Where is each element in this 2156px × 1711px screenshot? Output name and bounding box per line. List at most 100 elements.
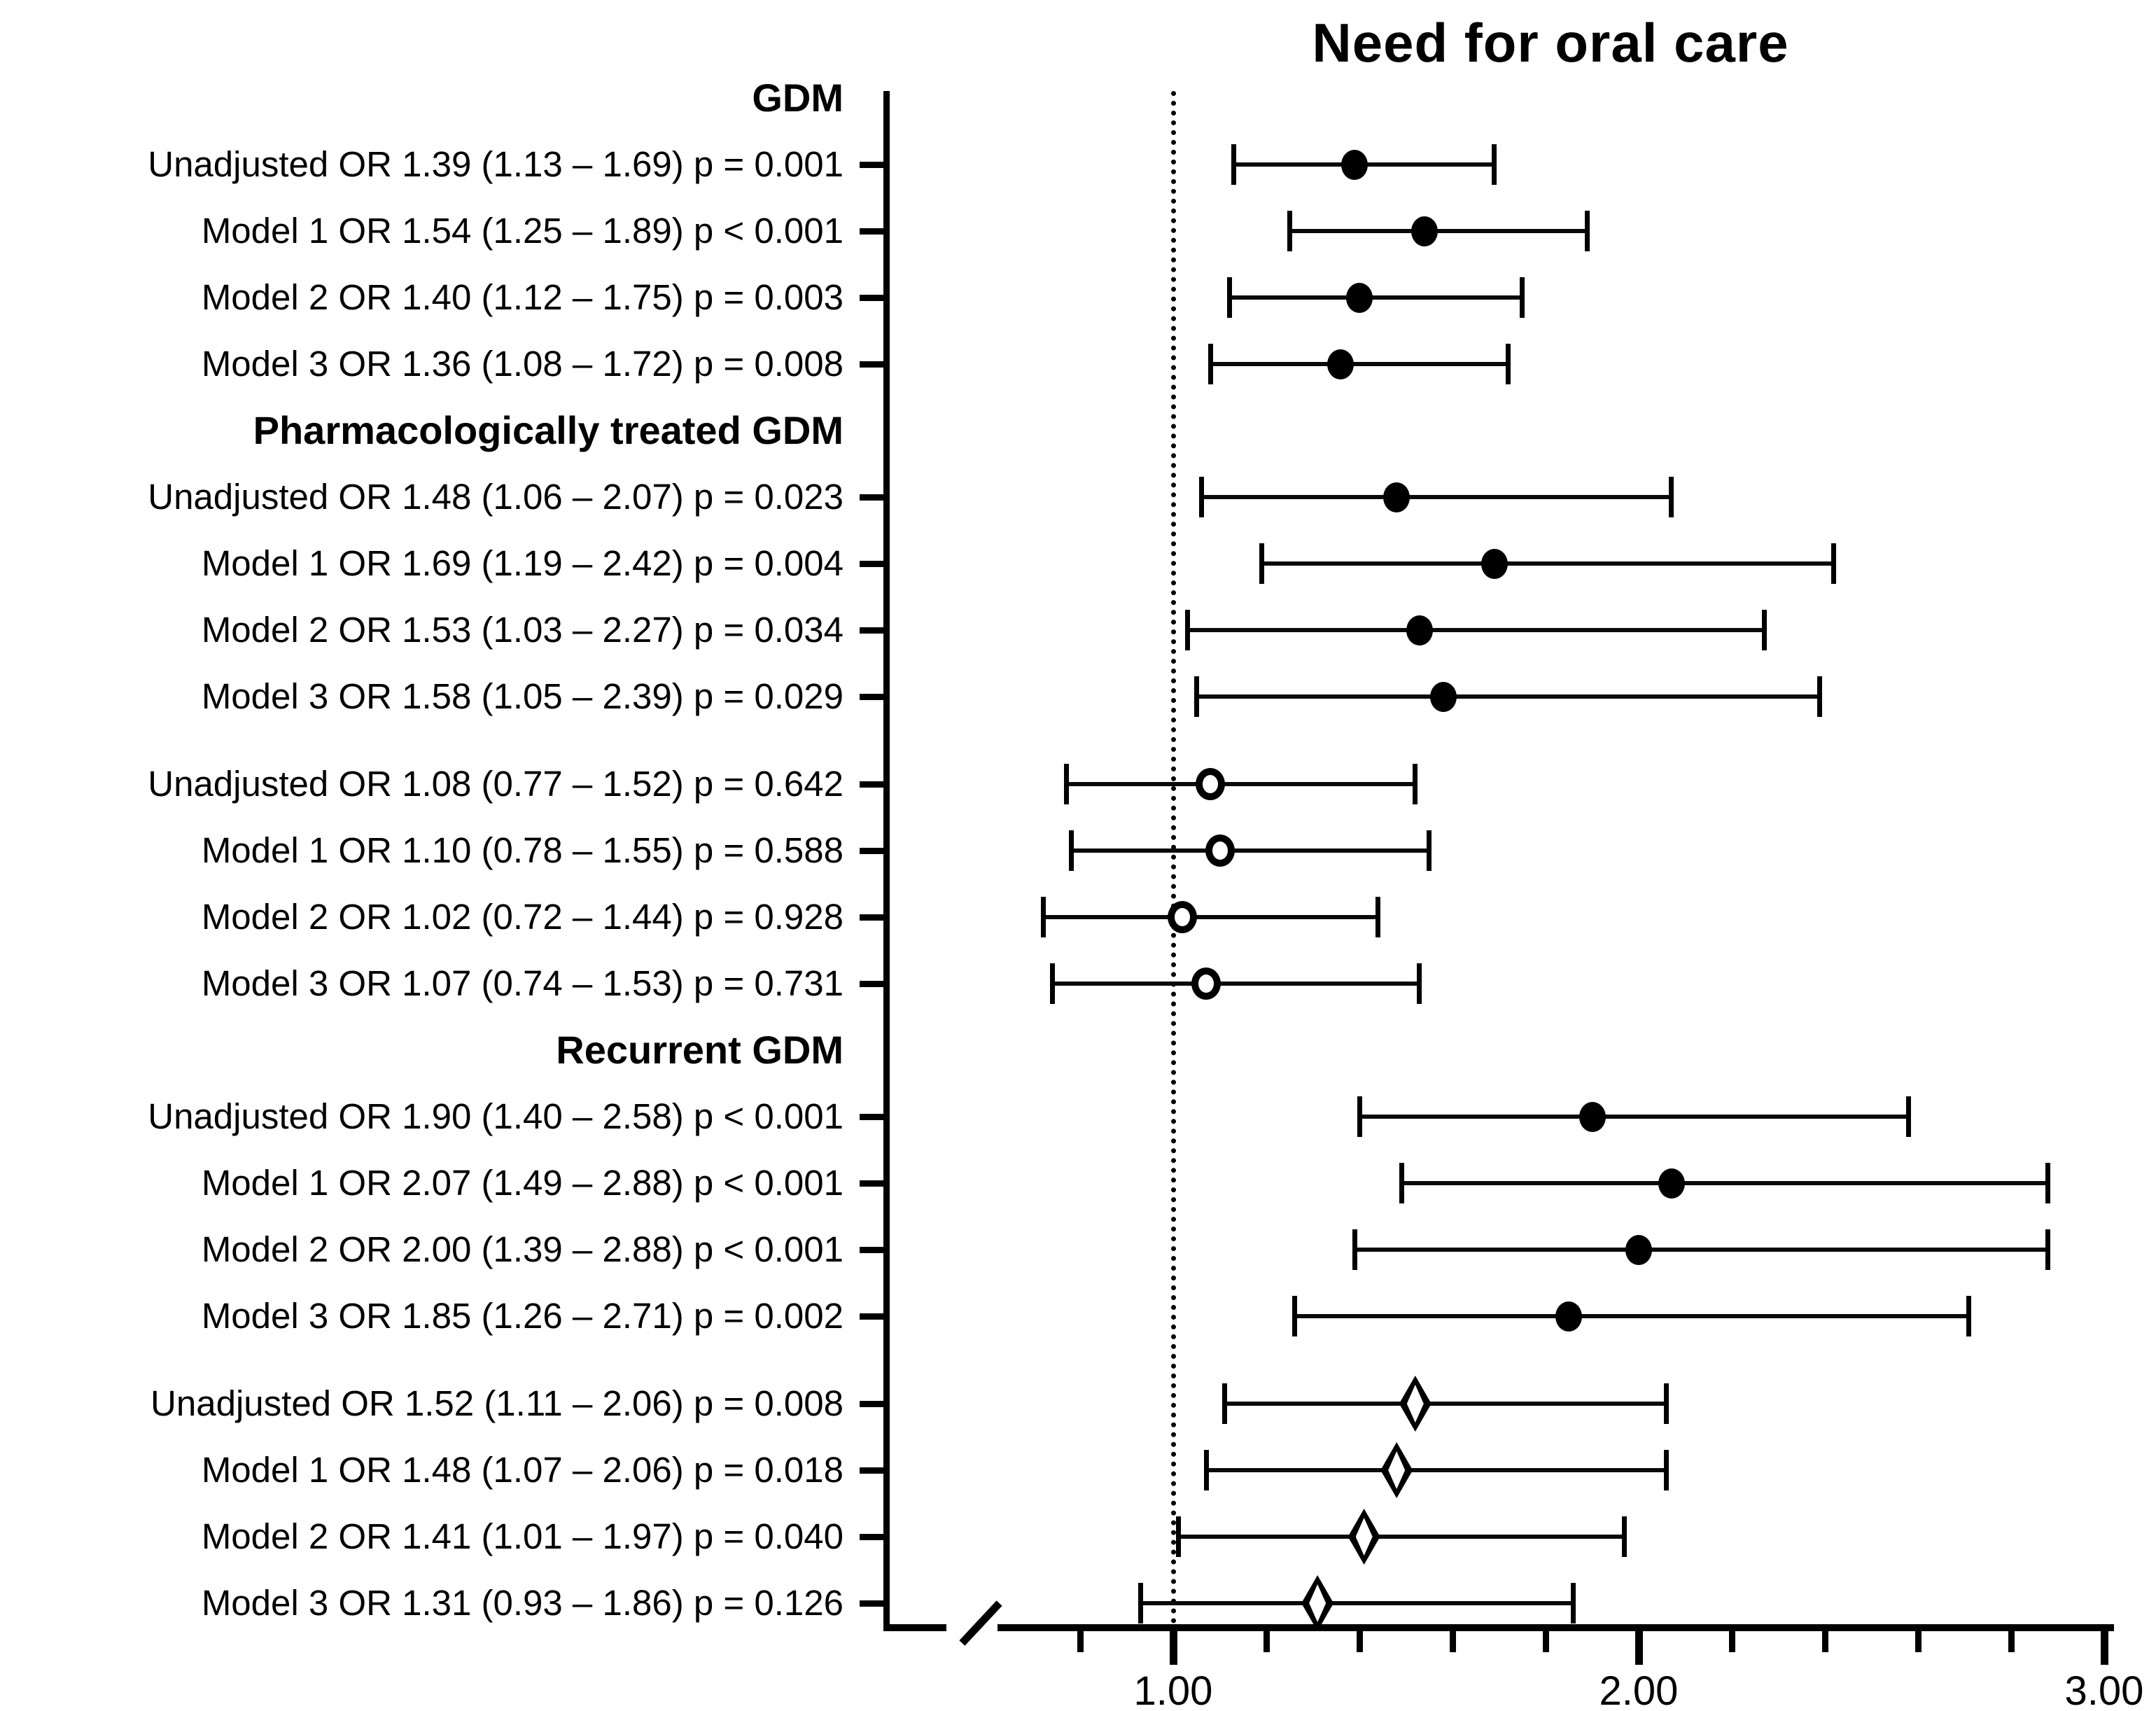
- or-marker-open-circle-icon: [1205, 834, 1235, 867]
- error-bar: [1210, 362, 1508, 366]
- or-marker-filled-circle-icon: [1555, 1301, 1583, 1332]
- error-bar: [1354, 1248, 2049, 1252]
- ci-cap-high: [1570, 1583, 1576, 1623]
- row-label: Unadjusted OR 1.08 (0.77 – 1.52) p = 0.6…: [148, 764, 844, 804]
- error-bar: [1140, 1601, 1574, 1605]
- ci-cap-low: [1203, 1450, 1209, 1490]
- x-axis-minor-tick: [1264, 1631, 1270, 1652]
- diamond-inner-fill: [1406, 1385, 1424, 1423]
- x-axis-major-tick: [2101, 1631, 2108, 1665]
- error-bar: [1177, 1535, 1625, 1539]
- row-label: Model 3 OR 1.36 (1.08 – 1.72) p = 0.008: [201, 344, 844, 384]
- ci-cap-low: [1138, 1583, 1144, 1623]
- ci-cap-high: [1663, 1450, 1669, 1490]
- x-axis-minor-tick: [1077, 1631, 1084, 1652]
- x-axis-stub: [883, 1624, 946, 1631]
- reference-line-or-1: [1171, 91, 1176, 1624]
- ci-cap-high: [1966, 1296, 1972, 1336]
- or-marker-filled-circle-icon: [1406, 615, 1434, 645]
- ci-cap-low: [1184, 610, 1190, 650]
- ci-cap-low: [1399, 1163, 1404, 1203]
- row-axis-tick: [860, 561, 883, 567]
- row-label: Unadjusted OR 1.48 (1.06 – 2.07) p = 0.0…: [148, 477, 844, 517]
- x-axis-tick-label: 1.00: [1133, 1668, 1213, 1711]
- or-marker-filled-circle-icon: [1411, 216, 1438, 246]
- ci-cap-low: [1208, 344, 1214, 384]
- error-bar: [1066, 782, 1415, 786]
- group-header: GDM: [752, 76, 844, 120]
- error-bar: [1070, 848, 1429, 853]
- ci-cap-high: [1426, 830, 1432, 871]
- ci-cap-high: [1817, 676, 1823, 717]
- row-label: Model 1 OR 1.69 (1.19 – 2.42) p = 0.004: [201, 543, 844, 583]
- row-axis-tick: [860, 1467, 883, 1474]
- or-marker-filled-circle-icon: [1625, 1235, 1652, 1265]
- row-axis-tick: [860, 848, 883, 854]
- diamond-inner-fill: [1388, 1451, 1406, 1489]
- ci-cap-low: [1064, 764, 1070, 804]
- row-axis-tick: [860, 781, 883, 788]
- x-axis-minor-tick: [1450, 1631, 1456, 1652]
- or-marker-open-diamond-icon: [1380, 1442, 1413, 1498]
- row-axis-tick: [860, 494, 883, 501]
- row-label: Model 3 OR 1.31 (0.93 – 1.86) p = 0.126: [201, 1583, 844, 1623]
- ci-cap-high: [1505, 344, 1511, 384]
- row-label: Model 1 OR 1.48 (1.07 – 2.06) p = 0.018: [201, 1450, 844, 1490]
- ci-cap-low: [1292, 1296, 1297, 1336]
- row-axis-tick: [860, 295, 883, 301]
- row-label: Model 2 OR 1.40 (1.12 – 1.75) p = 0.003: [201, 277, 844, 317]
- ci-cap-high: [1668, 477, 1674, 517]
- ci-cap-high: [1491, 144, 1497, 185]
- ci-cap-high: [1412, 764, 1418, 804]
- error-bar: [1294, 1314, 1970, 1318]
- row-axis-tick: [860, 1534, 883, 1540]
- row-axis-tick: [860, 162, 883, 168]
- row-label: Unadjusted OR 1.90 (1.40 – 2.58) p < 0.0…: [148, 1096, 844, 1136]
- ci-cap-low: [1194, 676, 1200, 717]
- row-label: Model 1 OR 2.07 (1.49 – 2.88) p < 0.001: [201, 1163, 844, 1203]
- error-bar: [1196, 694, 1821, 699]
- ci-cap-high: [1761, 610, 1767, 650]
- ci-cap-high: [1584, 211, 1590, 251]
- x-axis-minor-tick: [1543, 1631, 1549, 1652]
- x-axis-minor-tick: [2008, 1631, 2015, 1652]
- ci-cap-high: [1375, 897, 1380, 937]
- ci-cap-low: [1040, 897, 1046, 937]
- ci-cap-low: [1198, 477, 1204, 517]
- ci-cap-low: [1050, 963, 1056, 1004]
- ci-cap-high: [1417, 963, 1422, 1004]
- row-label: Model 2 OR 1.53 (1.03 – 2.27) p = 0.034: [201, 610, 844, 650]
- or-marker-open-diamond-icon: [1399, 1376, 1432, 1432]
- ci-cap-low: [1231, 144, 1237, 185]
- or-marker-filled-circle-icon: [1429, 682, 1457, 712]
- ci-cap-low: [1259, 543, 1265, 584]
- row-label: Model 1 OR 1.54 (1.25 – 1.89) p < 0.001: [201, 211, 844, 251]
- row-label: Unadjusted OR 1.52 (1.11 – 2.06) p = 0.0…: [150, 1383, 844, 1423]
- ci-cap-low: [1222, 1383, 1228, 1424]
- chart-title: Need for oral care: [1312, 12, 1789, 74]
- row-label: Model 3 OR 1.85 (1.26 – 2.71) p = 0.002: [201, 1296, 844, 1336]
- error-bar: [1228, 295, 1522, 300]
- or-marker-filled-circle-icon: [1346, 283, 1373, 313]
- or-marker-open-diamond-icon: [1301, 1575, 1334, 1631]
- x-axis-line: [997, 1624, 2114, 1631]
- error-bar: [1289, 229, 1588, 233]
- ci-cap-high: [1831, 543, 1837, 584]
- x-axis-minor-tick: [1357, 1631, 1363, 1652]
- or-marker-filled-circle-icon: [1327, 349, 1354, 379]
- ci-cap-low: [1352, 1229, 1358, 1270]
- y-axis-line: [883, 91, 890, 1631]
- error-bar: [1205, 1468, 1667, 1472]
- row-label: Model 2 OR 2.00 (1.39 – 2.88) p < 0.001: [201, 1229, 844, 1269]
- row-label: Model 1 OR 1.10 (0.78 – 1.55) p = 0.588: [201, 830, 844, 870]
- row-axis-tick: [860, 981, 883, 987]
- x-axis-minor-tick: [1822, 1631, 1828, 1652]
- row-axis-tick: [860, 361, 883, 368]
- x-axis-minor-tick: [1729, 1631, 1735, 1652]
- or-marker-filled-circle-icon: [1341, 150, 1368, 180]
- x-axis-tick-label: 2.00: [1599, 1668, 1679, 1711]
- error-bar: [1359, 1115, 1909, 1119]
- ci-cap-low: [1357, 1096, 1362, 1137]
- x-axis-major-tick: [1635, 1631, 1643, 1665]
